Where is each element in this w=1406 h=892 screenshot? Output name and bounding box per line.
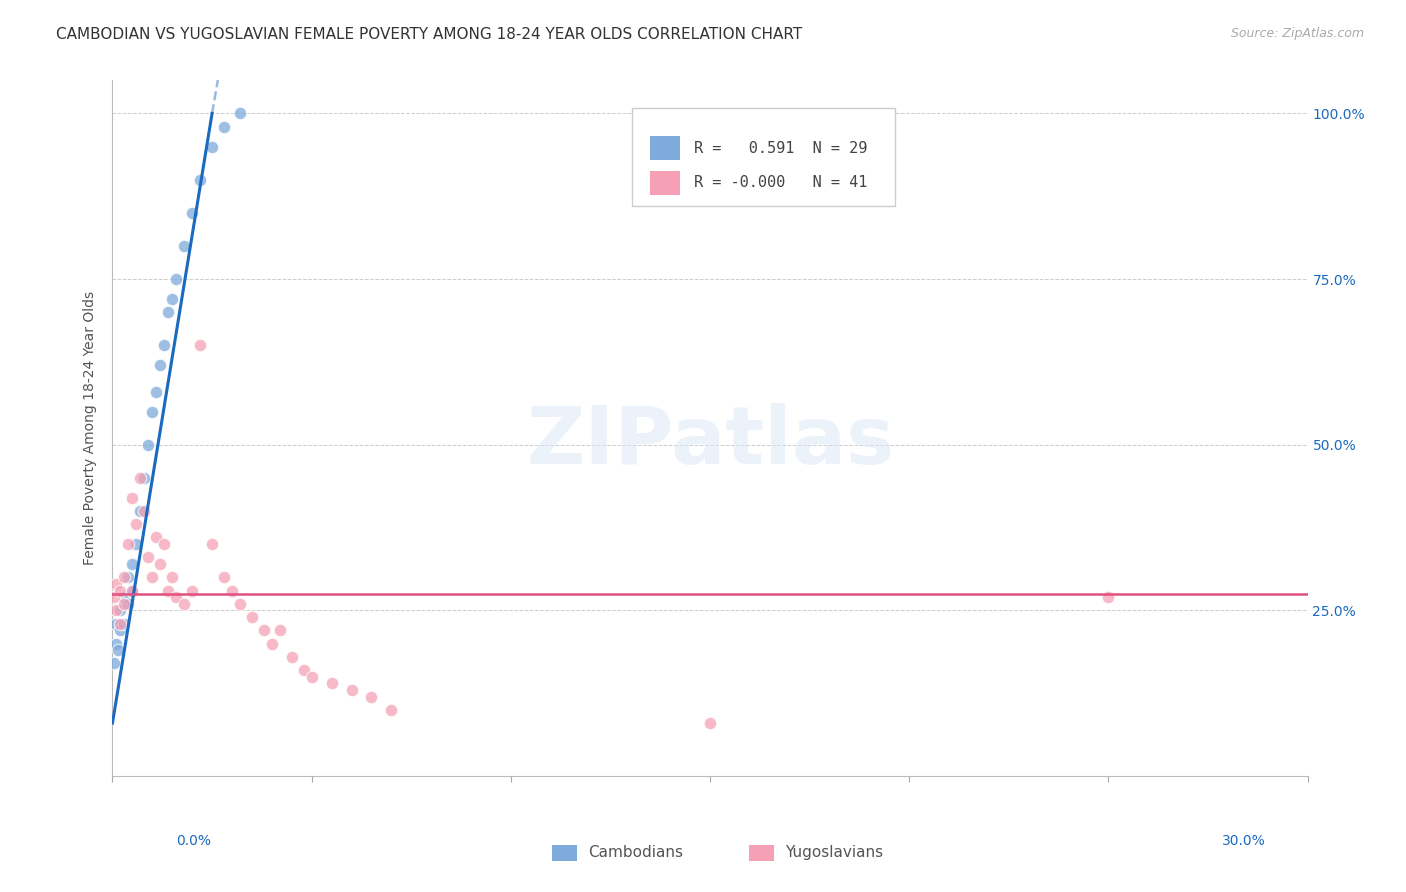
Point [141,570,163,584]
Point [201,139,224,153]
Point [107,643,129,657]
Point [105,636,128,650]
Point [121,557,143,571]
Point [229,106,252,120]
Text: R = -0.000   N = 41: R = -0.000 N = 41 [695,176,868,190]
Point [114,597,135,611]
Point [110,616,132,631]
Point [125,517,148,532]
Point [292,663,315,677]
Point [181,206,204,220]
Point [117,570,139,584]
Point [114,590,135,604]
Point [260,636,283,650]
Point [212,570,235,584]
Text: 0.0%: 0.0% [176,834,211,848]
Text: R =   0.591  N = 29: R = 0.591 N = 29 [695,141,868,155]
Point [105,616,128,631]
Point [145,531,167,545]
Point [162,570,183,584]
Point [360,690,382,704]
Text: Cambodians: Cambodians [588,846,683,860]
Point [141,404,163,418]
FancyBboxPatch shape [633,108,896,205]
Point [162,292,183,306]
Point [121,583,143,598]
FancyBboxPatch shape [651,170,681,195]
Point [110,603,132,617]
Point [221,583,243,598]
Point [103,657,125,671]
FancyBboxPatch shape [651,136,681,161]
Text: Source: ZipAtlas.com: Source: ZipAtlas.com [1230,27,1364,40]
Point [105,603,128,617]
Point [110,624,132,638]
Point [114,570,135,584]
Point [253,624,276,638]
Point [699,716,721,731]
Point [129,504,152,518]
Point [380,703,402,717]
Point [129,471,152,485]
Point [145,384,167,399]
Text: ZIPatlas: ZIPatlas [526,403,894,481]
Text: 30.0%: 30.0% [1222,834,1265,848]
Point [121,583,143,598]
Point [114,616,135,631]
Point [181,583,204,598]
Point [301,670,323,684]
Point [157,583,180,598]
Point [157,305,180,319]
Point [229,597,252,611]
Point [125,537,148,551]
Point [117,537,139,551]
Point [105,577,128,591]
Point [153,537,176,551]
Text: Yugoslavians: Yugoslavians [785,846,883,860]
Point [165,590,187,604]
Point [269,624,291,638]
Point [117,597,139,611]
Point [149,557,172,571]
Text: CAMBODIAN VS YUGOSLAVIAN FEMALE POVERTY AMONG 18-24 YEAR OLDS CORRELATION CHART: CAMBODIAN VS YUGOSLAVIAN FEMALE POVERTY … [56,27,803,42]
Point [138,550,160,565]
Point [340,682,363,697]
Point [240,610,263,624]
Point [1097,590,1119,604]
Point [188,338,211,352]
Point [201,537,224,551]
Point [153,338,176,352]
Point [121,491,143,505]
Point [134,471,156,485]
Point [110,583,132,598]
Point [188,172,211,186]
Point [281,649,304,664]
Point [321,676,343,690]
Point [165,272,187,286]
Point [103,590,125,604]
Point [173,239,195,253]
Point [173,597,195,611]
Y-axis label: Female Poverty Among 18-24 Year Olds: Female Poverty Among 18-24 Year Olds [83,291,97,566]
Point [138,438,160,452]
Point [212,120,235,134]
Point [134,504,156,518]
Point [149,358,172,372]
